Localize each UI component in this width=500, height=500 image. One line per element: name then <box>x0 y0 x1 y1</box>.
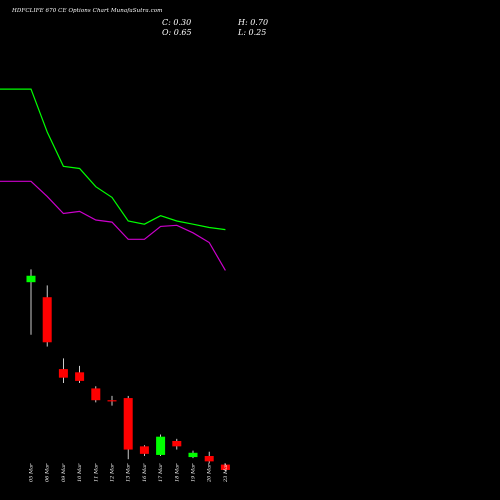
high-value: H: 0.70 <box>238 18 269 27</box>
x-tick-label: 23 Mar <box>223 463 229 483</box>
close-value: C: 0.30 <box>162 18 192 27</box>
candle-05-mar <box>26 269 36 335</box>
moving-average-layer <box>0 88 226 271</box>
candle-06-mar <box>42 285 52 347</box>
candle-23-mar <box>220 463 230 472</box>
candle-body <box>188 452 198 458</box>
candle-09-mar <box>58 358 68 384</box>
x-tick-label: 20 Mar <box>207 463 213 483</box>
x-tick-label: 12 Mar <box>110 463 116 482</box>
x-tick-label: 18 Mar <box>174 463 180 482</box>
chart-title: HDFCLIFE 670 CE Options Chart MunafaSutr… <box>12 8 163 14</box>
candle-body <box>75 372 85 381</box>
candle-body <box>91 388 101 401</box>
x-tick-label: 13 Mar <box>126 463 132 482</box>
candle-11-mar <box>91 386 101 403</box>
candle-body <box>172 440 182 447</box>
ma-line-2 <box>0 180 226 271</box>
x-tick-label: 06 Mar <box>45 463 51 482</box>
candle-16-mar <box>139 445 149 457</box>
x-tick-label: 16 Mar <box>142 463 148 482</box>
candle-body <box>220 464 230 470</box>
candle-10-mar <box>75 365 85 384</box>
x-axis-labels: 05 Mar 06 Mar 09 Mar 10 Mar 11 Mar 12 Mar 13 M… <box>29 463 229 483</box>
x-tick-label: 09 Mar <box>61 463 67 482</box>
candles-layer <box>26 269 230 472</box>
candle-12-mar <box>107 395 117 406</box>
candle-13-mar <box>123 395 133 460</box>
x-tick-label: 10 Mar <box>77 463 83 482</box>
candle-19-mar <box>188 450 198 459</box>
x-tick-label: 05 Mar <box>29 463 35 482</box>
candle-body <box>139 446 149 454</box>
candle-body <box>123 398 133 450</box>
candle-body <box>58 369 68 378</box>
candle-body <box>156 436 166 455</box>
candle-17-mar <box>156 434 166 457</box>
x-tick-label: 19 Mar <box>191 463 197 482</box>
candle-body <box>26 275 36 283</box>
candle-20-mar <box>204 451 214 464</box>
candle-18-mar <box>172 438 182 450</box>
low-value: L: 0.25 <box>238 28 267 37</box>
x-tick-label: 17 Mar <box>158 463 164 482</box>
ma-line-1 <box>0 88 226 231</box>
x-tick-label: 11 Mar <box>93 463 99 482</box>
candle-body <box>204 456 214 462</box>
candle-body <box>107 400 117 402</box>
candle-body <box>42 297 52 343</box>
open-value: O: 0.65 <box>162 28 192 37</box>
